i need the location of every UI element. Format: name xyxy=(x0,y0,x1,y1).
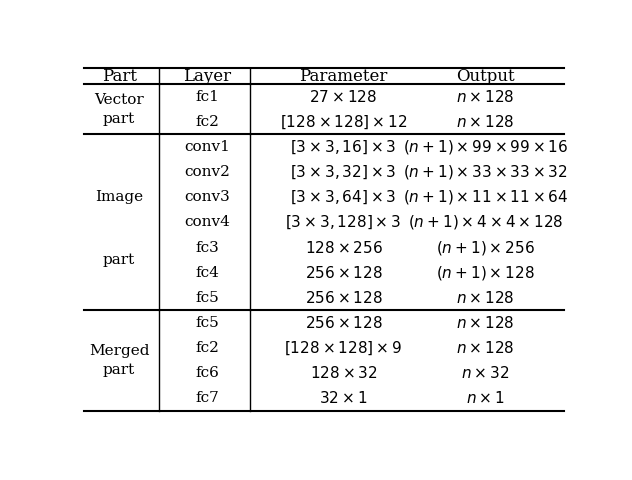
Text: fc7: fc7 xyxy=(195,391,219,406)
Text: Vector: Vector xyxy=(94,93,144,107)
Text: fc5: fc5 xyxy=(195,291,219,305)
Text: $n \times 128$: $n \times 128$ xyxy=(456,340,514,356)
Text: $(n+1) \times 256$: $(n+1) \times 256$ xyxy=(436,239,535,257)
Text: part: part xyxy=(103,363,135,377)
Text: Image: Image xyxy=(95,190,143,204)
Text: $[3 \times 3, 16] \times 3$: $[3 \times 3, 16] \times 3$ xyxy=(290,138,397,156)
Text: $[3 \times 3, 64] \times 3$: $[3 \times 3, 64] \times 3$ xyxy=(290,189,397,206)
Text: conv2: conv2 xyxy=(185,165,230,179)
Text: fc2: fc2 xyxy=(195,341,219,355)
Text: $[128 \times 128] \times 12$: $[128 \times 128] \times 12$ xyxy=(280,113,407,131)
Text: part: part xyxy=(103,112,135,126)
Text: $n \times 128$: $n \times 128$ xyxy=(456,290,514,306)
Text: fc4: fc4 xyxy=(195,266,219,280)
Text: Part: Part xyxy=(102,68,137,84)
Text: $27 \times 128$: $27 \times 128$ xyxy=(310,89,377,105)
Text: Parameter: Parameter xyxy=(300,68,387,84)
Text: $256 \times 128$: $256 \times 128$ xyxy=(305,290,382,306)
Text: $32 \times 1$: $32 \times 1$ xyxy=(319,390,368,407)
Text: $[3 \times 3, 32] \times 3$: $[3 \times 3, 32] \times 3$ xyxy=(290,164,397,181)
Text: $n \times 128$: $n \times 128$ xyxy=(456,89,514,105)
Text: conv3: conv3 xyxy=(185,190,230,204)
Text: conv1: conv1 xyxy=(185,140,230,154)
Text: $[3 \times 3, 128] \times 3$: $[3 \times 3, 128] \times 3$ xyxy=(286,214,401,231)
Text: fc3: fc3 xyxy=(195,240,219,254)
Text: $(n+1) \times 128$: $(n+1) \times 128$ xyxy=(436,264,535,282)
Text: $(n+1) \times 4 \times 4 \times 128$: $(n+1) \times 4 \times 4 \times 128$ xyxy=(408,214,563,231)
Text: $n \times 32$: $n \times 32$ xyxy=(461,365,509,381)
Text: $128 \times 32$: $128 \times 32$ xyxy=(310,365,377,381)
Text: $(n+1) \times 99 \times 99 \times 16$: $(n+1) \times 99 \times 99 \times 16$ xyxy=(403,138,568,156)
Text: fc5: fc5 xyxy=(195,316,219,330)
Text: $256 \times 128$: $256 \times 128$ xyxy=(305,264,382,281)
Text: fc1: fc1 xyxy=(195,90,219,104)
Text: $n \times 128$: $n \times 128$ xyxy=(456,315,514,331)
Text: $(n+1) \times 33 \times 33 \times 32$: $(n+1) \times 33 \times 33 \times 32$ xyxy=(403,163,568,181)
Text: $256 \times 128$: $256 \times 128$ xyxy=(305,315,382,331)
Text: conv4: conv4 xyxy=(185,216,230,229)
Text: fc6: fc6 xyxy=(195,366,219,380)
Text: $128 \times 256$: $128 \times 256$ xyxy=(305,240,382,255)
Text: Merged: Merged xyxy=(89,344,149,358)
Text: fc2: fc2 xyxy=(195,115,219,129)
Text: Layer: Layer xyxy=(183,68,231,84)
Text: part: part xyxy=(103,253,135,267)
Text: $n \times 128$: $n \times 128$ xyxy=(456,114,514,130)
Text: $(n+1) \times 11 \times 11 \times 64$: $(n+1) \times 11 \times 11 \times 64$ xyxy=(403,188,568,206)
Text: $[128 \times 128] \times 9$: $[128 \times 128] \times 9$ xyxy=(284,339,403,357)
Text: $n \times 1$: $n \times 1$ xyxy=(466,390,505,407)
Text: Output: Output xyxy=(456,68,515,84)
